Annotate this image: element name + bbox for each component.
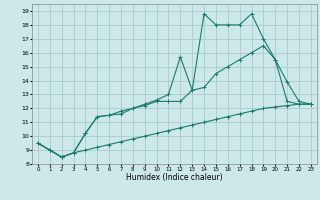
X-axis label: Humidex (Indice chaleur): Humidex (Indice chaleur) — [126, 173, 223, 182]
